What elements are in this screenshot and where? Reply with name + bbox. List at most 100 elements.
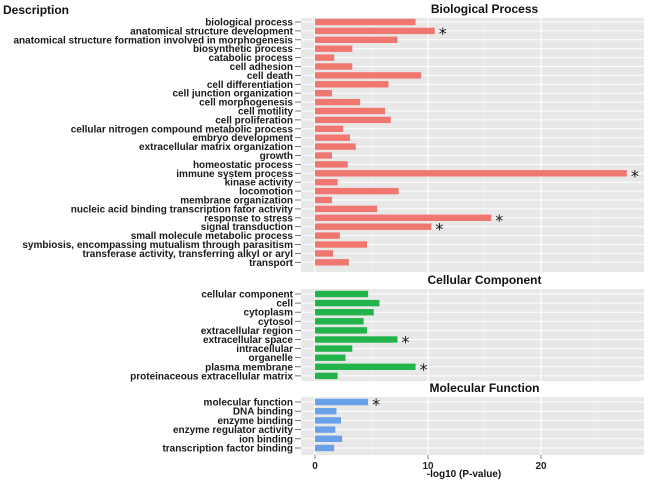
- panel-background: [301, 397, 644, 455]
- category-label: cell: [276, 299, 293, 310]
- category-label: biological process: [205, 18, 293, 29]
- bar: [315, 241, 367, 248]
- category-label: enzyme regulator activity: [173, 425, 293, 436]
- category-label: proteinaceous extracellular matrix: [130, 371, 293, 382]
- bar: [315, 290, 369, 298]
- category-label: biosynthetic process: [193, 44, 293, 55]
- category-label: enzyme binding: [217, 416, 293, 427]
- category-label: transport: [249, 258, 294, 269]
- category-label: extracellular space: [203, 335, 293, 346]
- bar: [315, 152, 332, 159]
- significance-star: *: [420, 360, 428, 379]
- category-label: signal transduction: [201, 222, 293, 233]
- bar: [315, 205, 378, 213]
- significance-star: *: [631, 166, 639, 185]
- category-label: cell death: [247, 71, 293, 82]
- bar: [315, 372, 338, 380]
- bar: [315, 134, 351, 141]
- category-label: plasma membrane: [205, 362, 293, 373]
- bar: [315, 435, 343, 442]
- category-label: ion binding: [239, 434, 293, 445]
- description-header: Description: [3, 3, 69, 17]
- x-tick-label: 10: [422, 461, 434, 472]
- significance-star: *: [435, 220, 443, 239]
- category-label: cell junction organization: [172, 89, 293, 100]
- bar: [315, 223, 432, 230]
- bar: [315, 408, 337, 415]
- category-label: anatomical structure formation involved …: [14, 35, 294, 46]
- x-tick-label: 20: [535, 461, 547, 472]
- bar: [315, 143, 356, 150]
- category-label: transferase activity, transferring alkyl…: [83, 249, 294, 260]
- bar: [315, 107, 386, 115]
- category-label: organelle: [249, 353, 294, 364]
- bar: [315, 170, 627, 177]
- bar: [315, 259, 349, 266]
- bar: [315, 45, 353, 52]
- category-label: catabolic process: [209, 53, 294, 64]
- bar: [315, 161, 348, 168]
- bar: [315, 299, 380, 307]
- bar: [315, 327, 367, 334]
- bar: [315, 116, 391, 124]
- facet-molecular-function: Molecular Function molecular function * DNA…: [162, 381, 644, 455]
- bar: [315, 417, 341, 424]
- bar: [315, 98, 361, 106]
- category-label: extracellular region: [201, 326, 293, 337]
- category-label: cytosol: [258, 317, 293, 328]
- significance-star: *: [439, 24, 447, 43]
- facet-biological-process: Biological Process biological process anat…: [14, 2, 644, 272]
- bar: [315, 72, 422, 79]
- bar: [315, 63, 353, 70]
- bar: [315, 232, 340, 239]
- bar: [315, 90, 332, 97]
- bar: [315, 250, 334, 257]
- bar: [315, 18, 416, 26]
- facet-title: Cellular Component: [427, 273, 541, 287]
- bar: [315, 196, 332, 204]
- category-label: cytoplasm: [244, 308, 294, 319]
- bar: [315, 54, 335, 61]
- bar: [315, 309, 374, 316]
- bar: [315, 81, 389, 88]
- bar: [315, 187, 399, 195]
- category-label: DNA binding: [233, 407, 293, 418]
- category-label: cell motility: [238, 107, 293, 118]
- significance-star: *: [401, 333, 409, 352]
- category-label: locomotion: [239, 187, 293, 198]
- facet-title: Biological Process: [431, 2, 539, 16]
- significance-star: *: [495, 211, 503, 230]
- bar: [315, 125, 344, 132]
- bar: [315, 318, 364, 325]
- facet-title: Molecular Function: [429, 381, 539, 395]
- category-label: embryo development: [192, 133, 293, 144]
- bar: [315, 179, 338, 186]
- bar: [315, 426, 336, 433]
- x-axis-title: -log10 (P-value): [427, 469, 501, 480]
- category-label: cell adhesion: [230, 62, 293, 73]
- facet-cellular-component: Cellular Component cellular componentcell…: [130, 273, 644, 382]
- category-label: cell differentiation: [207, 80, 293, 91]
- x-tick-label: 0: [312, 461, 318, 472]
- category-label: cellular component: [201, 290, 293, 301]
- significance-star: *: [372, 395, 380, 414]
- bar: [315, 345, 353, 352]
- x-axis: 0 10 20: [312, 455, 547, 472]
- category-label: small molecule metabolic process: [131, 231, 294, 242]
- bar: [315, 27, 435, 35]
- category-label: response to stress: [204, 213, 293, 224]
- category-label: cell proliferation: [215, 115, 293, 126]
- category-label: cellular nitrogen compound metabolic pro…: [71, 124, 294, 135]
- facet-panels: Biological Process biological process anat…: [14, 2, 644, 455]
- category-label: symbiosis, encompassing mutualism throug…: [22, 240, 293, 251]
- category-label: molecular function: [204, 398, 293, 409]
- category-label: extracellular matrix organization: [139, 142, 293, 153]
- category-label: membrane organization: [180, 196, 293, 207]
- category-label: transcription factor binding: [162, 444, 293, 455]
- bar: [315, 363, 416, 370]
- category-label: immune system process: [176, 169, 293, 180]
- bar: [315, 36, 398, 43]
- bar: [315, 214, 492, 221]
- bar: [315, 444, 335, 452]
